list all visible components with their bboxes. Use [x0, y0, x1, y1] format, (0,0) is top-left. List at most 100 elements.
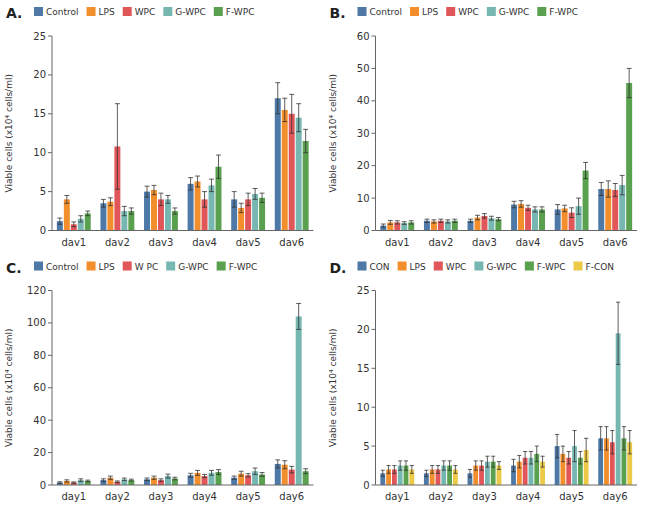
bar — [303, 141, 309, 230]
x-tick-label: day4 — [192, 491, 217, 502]
error-bar — [152, 476, 157, 479]
bar — [525, 208, 531, 231]
error-bar — [529, 452, 533, 464]
error-bar — [216, 470, 221, 475]
legend-item: WPC — [123, 7, 156, 17]
bar — [209, 185, 215, 230]
error-bar — [115, 481, 120, 483]
error-bar — [578, 452, 582, 464]
legend-swatch — [358, 262, 367, 271]
y-tick — [48, 387, 52, 388]
error-bar — [275, 83, 280, 114]
error-bar — [387, 466, 391, 474]
error-bar — [71, 222, 76, 227]
error-bar — [627, 68, 632, 97]
error-bar — [610, 431, 614, 454]
error-bar — [296, 104, 301, 132]
y-tick-label: 0 — [40, 480, 46, 491]
legend-item: F-WPC — [214, 7, 255, 17]
figure: A.0510152025dav1dav2dav3dav4dav5dav6Viab… — [0, 0, 647, 509]
error-bar — [606, 181, 611, 197]
legend-swatch — [410, 7, 419, 16]
y-tick — [48, 290, 52, 291]
y-tick-label: 20 — [357, 160, 370, 171]
panel-title: C. — [6, 260, 22, 276]
error-bar — [572, 431, 576, 462]
y-tick-label: 80 — [33, 350, 46, 361]
legend-label: CON — [370, 262, 390, 272]
y-tick-label: 0 — [363, 480, 369, 491]
bar — [626, 83, 632, 230]
legend-item: Control — [34, 262, 79, 272]
error-bar — [562, 205, 567, 211]
legend-swatch — [537, 7, 546, 16]
legend-item: G-WPC — [487, 7, 529, 17]
x-tick-label: dav3 — [472, 237, 497, 248]
legend-label: Control — [370, 7, 403, 17]
error-bar — [628, 431, 632, 454]
legend-item: G-WPC — [163, 7, 205, 17]
y-tick — [48, 355, 52, 356]
plot-area — [380, 68, 632, 230]
error-bar — [497, 462, 501, 470]
error-bar — [517, 455, 521, 467]
y-tick — [48, 191, 52, 192]
error-bar — [620, 175, 625, 194]
bar — [532, 209, 538, 230]
error-bar — [282, 461, 287, 469]
x-tick-label: day4 — [516, 491, 541, 502]
y-tick-label: 5 — [40, 186, 46, 197]
bar — [518, 204, 524, 231]
error-bar — [519, 201, 524, 207]
error-bar — [452, 219, 457, 222]
error-bar — [424, 470, 428, 476]
error-bar — [232, 476, 237, 479]
x-tick-label: day6 — [603, 491, 628, 502]
legend-label: F-WPC — [226, 7, 255, 17]
error-bar — [491, 456, 495, 467]
y-tick — [48, 36, 52, 37]
legend-swatch — [166, 262, 175, 271]
y-tick-label: 25 — [33, 31, 46, 42]
y-tick — [372, 329, 376, 330]
error-bar — [57, 482, 62, 484]
error-bar — [496, 218, 501, 221]
legend-item: G-WPC — [166, 262, 208, 272]
error-bar — [216, 155, 221, 178]
error-bar — [122, 206, 127, 215]
y-tick — [372, 165, 376, 166]
error-bar — [253, 468, 258, 474]
x-axis-line — [52, 485, 314, 486]
error-bar — [202, 192, 207, 208]
legend-swatch — [446, 7, 455, 16]
legend-label: LPS — [99, 7, 115, 17]
y-tick-label: 40 — [33, 415, 46, 426]
legend-label: F-WPC — [537, 262, 566, 272]
error-bar — [442, 461, 446, 470]
error-bar — [404, 461, 408, 470]
plot-area — [380, 302, 632, 485]
panel: B.0102030405060dav1dav2dav3dav4dav5dav6V… — [328, 5, 638, 248]
bar — [188, 184, 194, 231]
y-tick — [372, 68, 376, 69]
error-bar — [599, 427, 603, 450]
x-tick-label: day3 — [149, 491, 174, 502]
error-bar — [482, 214, 487, 219]
y-tick-label: 15 — [357, 363, 370, 374]
error-bar — [64, 480, 69, 482]
error-bar — [604, 427, 608, 450]
error-bar — [381, 224, 386, 227]
legend: ControlLPSWPCG-WPCF-WPC — [358, 7, 578, 17]
legend-item: LPS — [410, 7, 438, 17]
legend-swatch — [87, 7, 96, 16]
legend: CONLPSWPCG-WPCF-WPCF-CON — [358, 262, 615, 272]
error-bar — [195, 470, 200, 475]
legend-item: Control — [34, 7, 79, 17]
bar — [511, 205, 517, 231]
legend-label: F-WPC — [549, 7, 578, 17]
legend-item: Control — [358, 7, 403, 17]
error-bar — [395, 221, 400, 224]
error-bar — [289, 466, 294, 472]
error-bar — [402, 222, 407, 225]
error-bar — [129, 208, 134, 214]
